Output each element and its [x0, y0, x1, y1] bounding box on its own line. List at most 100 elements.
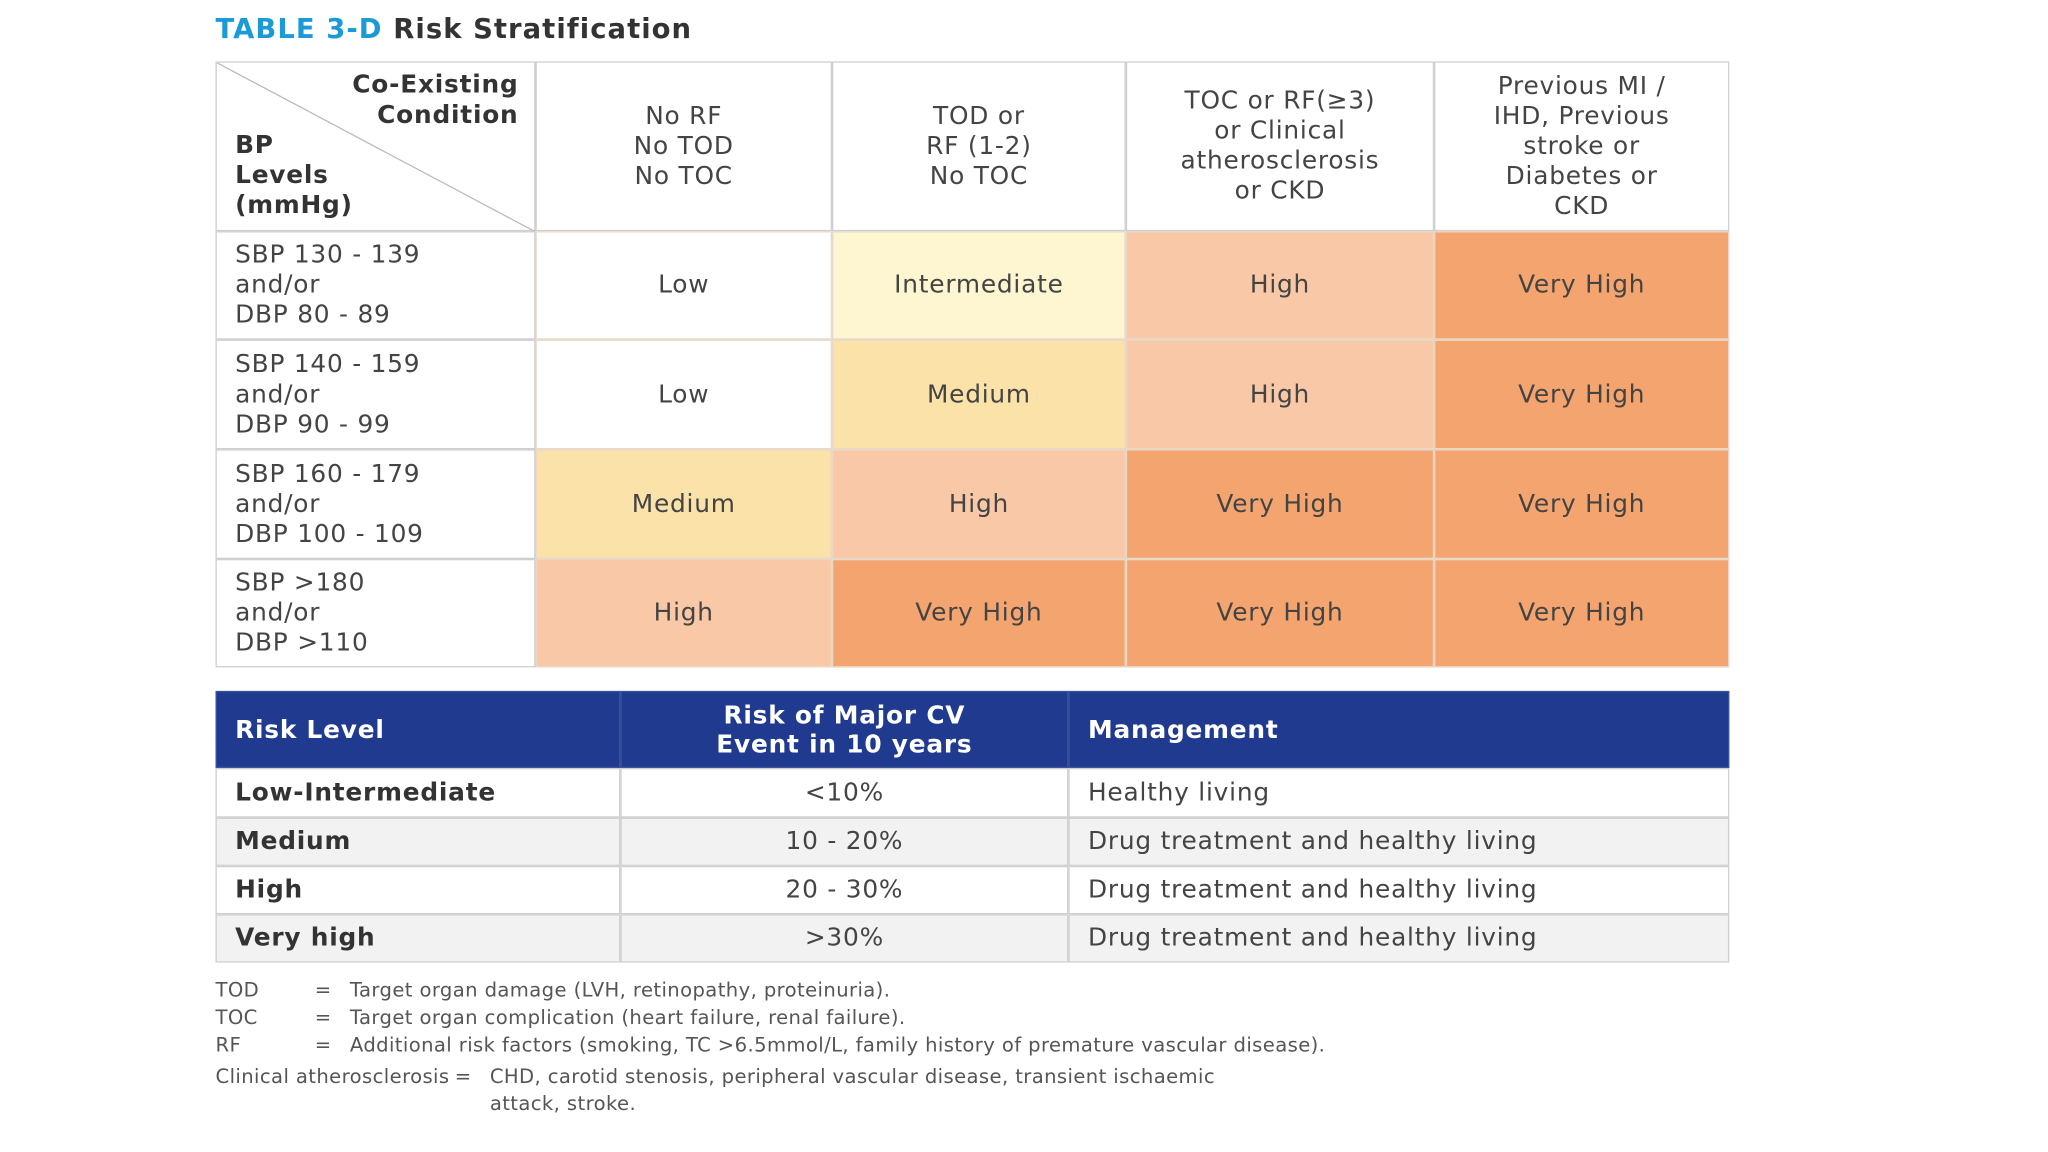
header-line: No RF	[645, 101, 723, 130]
header-line: Risk Level	[235, 715, 385, 744]
label-line: SBP >180	[235, 568, 366, 597]
header-line: atherosclerosis	[1180, 146, 1380, 176]
title: TABLE 3-D Risk Stratification	[216, 13, 693, 44]
row-label: SBP >180 and/or DBP >110	[215, 559, 536, 668]
table-cell: 10 - 20%	[620, 817, 1069, 866]
column-header: TOC or RF(≥3) or Clinical atherosclerosis o…	[1125, 61, 1435, 232]
risk-cell: High	[535, 559, 832, 668]
label-line: DBP 90 - 99	[235, 409, 391, 439]
footnote-sep: =	[454, 1064, 472, 1088]
footnote: Clinical atherosclerosis = CHD, carotid st…	[216, 1063, 1914, 1118]
corner-bp: BP Levels (mmHg)	[235, 131, 353, 221]
title-text: Risk Stratification	[393, 13, 693, 45]
corner-text: (mmHg)	[235, 190, 353, 220]
risk-cell: Very High	[1434, 449, 1730, 560]
header-line: stroke or	[1523, 131, 1640, 160]
risk-cell: Very High	[1125, 559, 1435, 668]
row-label: SBP 130 - 139 and/or DBP 80 - 89	[215, 231, 536, 340]
table-cell: Drug treatment and healthy living	[1068, 865, 1730, 915]
header-line: Risk of Major CV	[723, 700, 966, 730]
footnote-sep: =	[314, 1033, 332, 1057]
footnote: TOC = Target organ complication (heart fai…	[216, 1004, 1914, 1031]
label-line: SBP 160 - 179	[235, 459, 421, 488]
header-line: No TOC	[634, 161, 733, 191]
risk-cell: High	[831, 449, 1126, 560]
label-line: and/or	[235, 379, 321, 409]
footnote-term: Clinical atherosclerosis	[215, 1064, 450, 1088]
header-line: No TOD	[633, 131, 734, 160]
header-line: or CKD	[1234, 176, 1326, 206]
footnote: TOD = Target organ damage (LVH, retinopath…	[216, 977, 1914, 1004]
column-header: TOD or RF (1-2) No TOC	[831, 61, 1126, 232]
header-line: or Clinical	[1214, 116, 1346, 145]
table-cell: Medium	[215, 817, 621, 866]
footnote-term: RF	[215, 1033, 242, 1057]
label-line: and/or	[235, 489, 321, 518]
table-cell: Low-Intermediate	[215, 767, 621, 818]
corner-text: Co-Existing	[352, 70, 519, 100]
header-line: IHD, Previous	[1493, 101, 1670, 130]
corner-cell: Co-Existing Condition BP Levels (mmHg)	[215, 61, 537, 233]
header-line: Event in 10 years	[716, 729, 973, 759]
table-cell: 20 - 30%	[620, 865, 1069, 915]
label-line: and/or	[235, 598, 321, 627]
header-line: CKD	[1554, 191, 1610, 221]
footnote-line: Target organ damage (LVH, retinopathy, p…	[349, 978, 891, 1002]
header-cell: Risk Level	[215, 690, 621, 768]
risk-cell: Medium	[831, 339, 1126, 450]
column-header: No RF No TOD No TOC	[535, 61, 832, 232]
risk-cell: Medium	[535, 449, 832, 560]
table-cell: <10%	[620, 767, 1069, 818]
label-line: DBP 100 - 109	[235, 519, 424, 548]
diagonal	[216, 62, 537, 233]
label-line: and/or	[235, 270, 321, 300]
table-cell: Very high	[215, 914, 621, 963]
risk-cell: Very High	[1434, 231, 1730, 340]
table-cell: High	[215, 865, 621, 915]
table-cell: Drug treatment and healthy living	[1068, 914, 1730, 963]
risk-cell: Very High	[1125, 449, 1435, 560]
risk-cell: Very High	[1434, 339, 1730, 450]
footnotes: TOD = Target organ damage (LVH, retinopath…	[216, 977, 1914, 1118]
risk-cell: High	[1125, 339, 1435, 450]
header-cell: Management	[1068, 690, 1730, 768]
risk-cell: Low	[535, 231, 832, 340]
corner-text: Condition	[377, 100, 519, 130]
header-line: No TOC	[929, 161, 1029, 191]
corner-text: BP	[235, 130, 274, 160]
risk-cell: Very High	[831, 559, 1126, 668]
footnote: RF = Additional risk factors (smoking, TC …	[216, 1032, 1914, 1059]
footnote-text: Target organ complication (heart failure…	[350, 1004, 906, 1031]
header-line: Management	[1087, 715, 1279, 744]
footnote-text: Target organ damage (LVH, retinopathy, p…	[350, 977, 890, 1004]
footnote-line: Target organ complication (heart failure…	[349, 1005, 906, 1030]
column-header: Previous MI / IHD, Previous stroke or Diabe…	[1434, 61, 1730, 232]
table-cell: Drug treatment and healthy living	[1068, 817, 1730, 866]
footnote-sep: =	[314, 978, 332, 1002]
title-label: TABLE 3-D	[215, 13, 383, 45]
header-line: RF (1-2)	[926, 131, 1032, 160]
risk-cell: High	[1125, 231, 1435, 340]
label-line: DBP >110	[235, 628, 369, 657]
risk-table: Co-Existing Condition BP Levels (mmHg) No RF N…	[215, 61, 1730, 668]
corner-text: Levels	[235, 160, 329, 190]
header-cell: Risk of Major CV Event in 10 years	[620, 690, 1069, 768]
footnote-line: CHD, carotid stenosis, peripheral vascul…	[489, 1064, 1216, 1088]
row-label: SBP 160 - 179 and/or DBP 100 - 109	[215, 449, 536, 560]
label-line: SBP 130 - 139	[235, 240, 421, 270]
footnote-line: Additional risk factors (smoking, TC >6.…	[349, 1033, 1326, 1057]
header-line: TOD or	[933, 101, 1025, 130]
footnote-term: TOD	[215, 978, 260, 1002]
header-line: TOC or RF(≥3)	[1184, 86, 1376, 115]
corner-condition: Co-Existing Condition	[352, 71, 518, 131]
header-line: Previous MI /	[1497, 71, 1666, 100]
table-cell: >30%	[620, 914, 1069, 963]
row-label: SBP 140 - 159 and/or DBP 90 - 99	[215, 339, 536, 450]
risk-cell: Intermediate	[831, 231, 1126, 340]
footnote-term: TOC	[215, 1005, 258, 1030]
footnote-line: attack, stroke.	[489, 1091, 637, 1116]
management-table: Risk Level Risk of Major CV Event in 10 ye…	[215, 690, 1730, 963]
footnote-text: CHD, carotid stenosis, peripheral vascul…	[490, 1063, 1215, 1118]
table-cell: Healthy living	[1068, 767, 1730, 818]
